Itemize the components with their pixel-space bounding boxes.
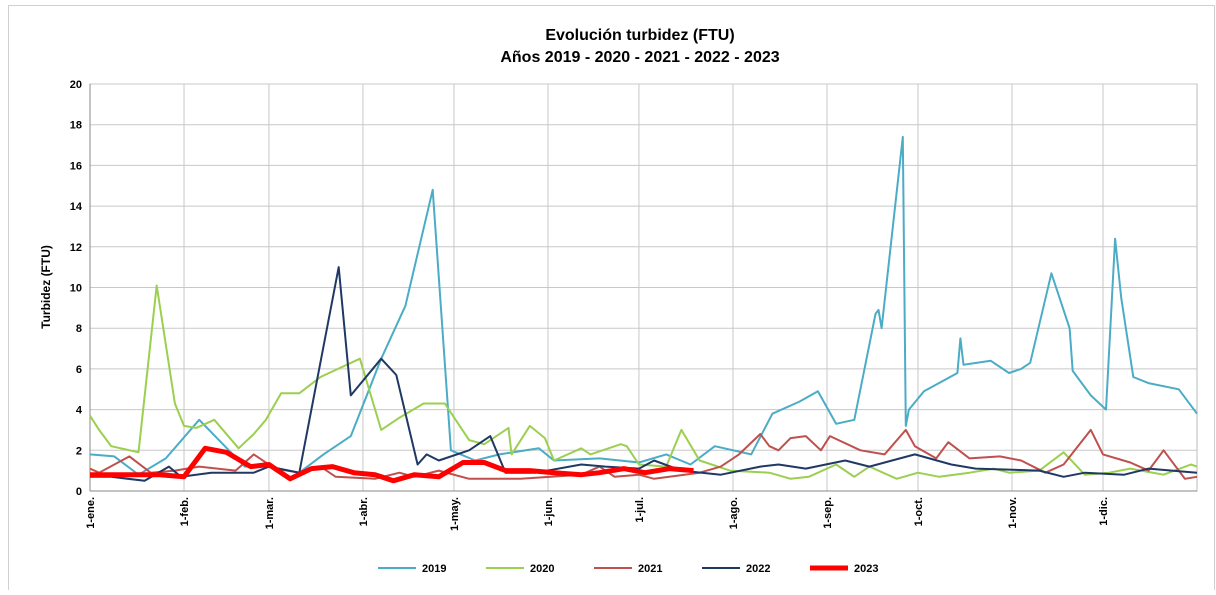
- x-tick-label: 1-ene.: [85, 497, 97, 529]
- x-tick-label: 1-oct.: [913, 497, 925, 526]
- x-tick-label: 1-ago.: [728, 497, 740, 529]
- y-tick-label: 18: [70, 120, 82, 132]
- x-tick-label: 1-feb.: [179, 497, 191, 526]
- x-tick-label: 1-mar.: [264, 497, 276, 529]
- legend-label: 2023: [854, 563, 878, 575]
- legend-label: 2022: [746, 563, 770, 575]
- y-tick-label: 2: [76, 445, 82, 457]
- series-line: [90, 445, 694, 484]
- series-line: [89, 135, 1198, 476]
- y-tick-label: 10: [70, 283, 82, 295]
- legend-label: 2019: [422, 563, 446, 575]
- legend-label: 2021: [638, 563, 662, 575]
- chart-subtitle: Años 2019 - 2020 - 2021 - 2022 - 2023: [500, 49, 779, 66]
- legend-label: 2020: [530, 563, 554, 575]
- y-tick-label: 6: [76, 364, 82, 376]
- x-tick-label: 1-may.: [449, 497, 461, 531]
- y-tick-label: 16: [70, 160, 82, 172]
- x-tick-label: 1-jul.: [634, 497, 646, 523]
- chart-title: Evolución turbidez (FTU): [545, 27, 734, 44]
- x-tick-label: 1-nov.: [1007, 497, 1019, 529]
- y-axis-label: Turbidez (FTU): [39, 245, 53, 329]
- y-tick-label: 20: [70, 79, 82, 91]
- x-tick-label: 1-abr.: [358, 497, 370, 526]
- y-tick-label: 4: [76, 405, 83, 417]
- x-tick-label: 1-sep.: [822, 497, 834, 529]
- y-tick-label: 12: [70, 242, 82, 254]
- y-tick-label: 0: [76, 486, 82, 498]
- x-tick-label: 1-dic.: [1098, 497, 1110, 526]
- y-tick-label: 8: [76, 323, 82, 335]
- x-tick-label: 1-jun.: [543, 497, 555, 526]
- y-tick-label: 14: [70, 201, 83, 213]
